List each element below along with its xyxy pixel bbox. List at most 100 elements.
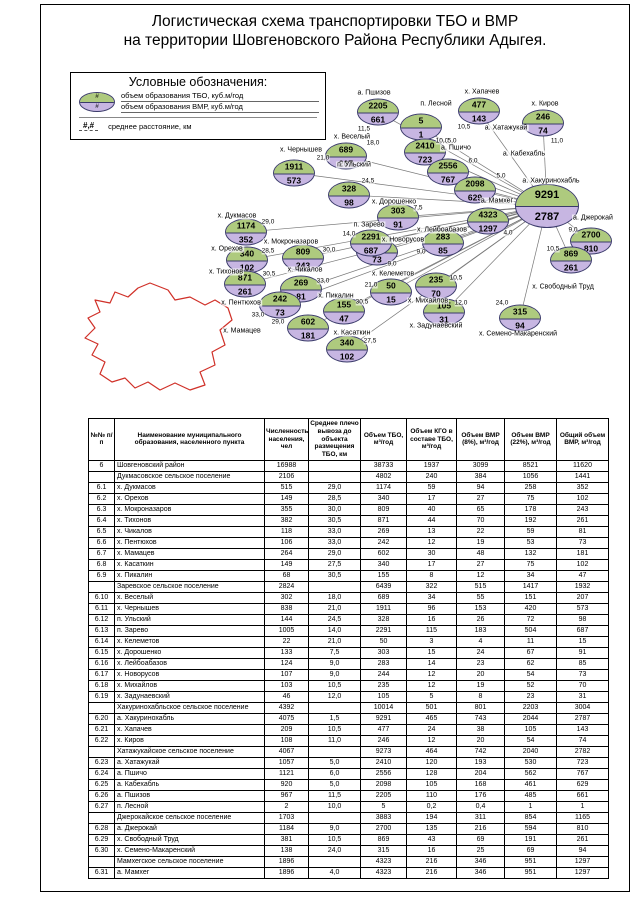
cell-vmr_total: 352 (556, 481, 609, 494)
tbo-value: 340 (327, 336, 367, 350)
settlement-label: х. Чикалов (286, 266, 324, 274)
cell-vmr22: 151 (504, 591, 557, 604)
cell-pop: 133 (264, 646, 309, 659)
distance-label: 27,5 (363, 337, 377, 345)
cell-dist (308, 459, 361, 472)
tbo-value: 2205 (358, 99, 398, 113)
cell-vmr22: 1417 (504, 580, 557, 593)
cell-kgo: 16 (406, 613, 457, 626)
cell-tbo: 155 (360, 569, 407, 582)
table-row: 6.5 х. Чикалов 118 33,0 269 13 22 59 81 (88, 525, 609, 538)
table-body: 6 Шовгеновский район 16988 38733 1937 3099 852… (88, 459, 609, 879)
cell-pop: 2106 (264, 470, 309, 483)
cell-vmr8: 193 (456, 756, 505, 769)
cell-vmr22: 504 (504, 624, 557, 637)
cell-pop: 1005 (264, 624, 309, 637)
settlement-label: х. Киров (530, 100, 560, 108)
cell-vmr22: 2203 (504, 701, 557, 714)
distance-label: 10,5 (546, 245, 560, 253)
cell-vmr22: 2040 (504, 745, 557, 758)
table-row: 6.7 х. Мамацев 264 29,0 602 30 48 132 181 (88, 547, 609, 560)
title-line-1: Логистическая схема транспортировки ТБО … (151, 13, 519, 30)
cell-pop: 1121 (264, 767, 309, 780)
settlement-label: х. Хапачев (463, 88, 501, 96)
tbo-value: 269 (281, 276, 321, 290)
vmr-value: 181 (300, 330, 316, 340)
cell-kgo: 135 (406, 822, 457, 835)
cell-num: 6.14 (88, 635, 115, 648)
distance-label: 14,0 (342, 230, 356, 238)
cell-tbo: 3883 (360, 811, 407, 824)
cell-name: х. Чернышев (114, 602, 265, 615)
cell-name: х. Чикалов (114, 525, 265, 538)
cell-name: Хатажукайское сельское поселение (114, 745, 265, 758)
cell-vmr22: 1 (504, 800, 557, 813)
cell-vmr8: 3099 (456, 459, 505, 472)
cell-name: х. Келеметов (114, 635, 265, 648)
settlement-label: х. Пентюхов (220, 299, 262, 307)
settlement-label: п. Лесной (419, 100, 453, 108)
cell-vmr22: 258 (504, 481, 557, 494)
cell-tbo: 9273 (360, 745, 407, 758)
vmr-value: 261 (237, 286, 253, 296)
cell-pop: 264 (264, 547, 309, 560)
table-row: 6.15 х. Дорошенко 133 7,5 303 15 24 67 91 (88, 646, 609, 659)
settlement-node: 602 181 (287, 314, 329, 342)
settlement-label: х. Касаткин (332, 329, 372, 337)
tbo-value: 2700 (571, 228, 611, 242)
cell-kgo: 105 (406, 778, 457, 791)
cell-vmr22: 530 (504, 756, 557, 769)
cell-vmr8: 8 (456, 690, 505, 703)
cell-name: а. Мамхег (114, 866, 265, 879)
cell-vmr_total: 11620 (556, 459, 609, 472)
cell-dist: 29,0 (308, 547, 361, 560)
settlement-label: х. Мамацев (222, 327, 262, 335)
cell-dist: 11,0 (308, 734, 361, 747)
cell-vmr_total: 91 (556, 646, 609, 659)
cell-dist: 27,5 (308, 558, 361, 571)
table-row: 6.6 х. Пентюхов 106 33,0 242 12 19 53 73 (88, 536, 609, 549)
cell-num: 6.4 (88, 514, 115, 527)
legend-distance-label: среднее расстояние, км (108, 121, 192, 131)
cell-name: а. Джерокай (114, 822, 265, 835)
cell-num: 6.3 (88, 503, 115, 516)
legend-title: Условные обозначения: (128, 75, 268, 89)
settlement-label: х. Задунаевский (408, 322, 464, 330)
column-header: Объем КГО в составе ТБО, м³/год (406, 418, 457, 461)
vmr-value: 73 (372, 254, 382, 264)
cell-name: х. Тихонов (114, 514, 265, 527)
cell-pop: 108 (264, 734, 309, 747)
cell-vmr22: 54 (504, 734, 557, 747)
legend-tbo-label: объем образования ТБО, куб.м/год (121, 91, 319, 102)
settlement-label: х. Дорошенко (370, 198, 418, 206)
cell-vmr22: 854 (504, 811, 557, 824)
cell-vmr22: 11 (504, 635, 557, 648)
tbo-value: 315 (500, 305, 540, 319)
page-title: Логистическая схема транспортировки ТБО … (40, 12, 630, 51)
cell-tbo: 246 (360, 734, 407, 747)
summary-table: №№ п/п Наименование муниципального образо… (88, 418, 609, 879)
cell-num: 6.26 (88, 789, 115, 802)
cell-vmr22: 105 (504, 723, 557, 736)
cell-vmr_total: 629 (556, 778, 609, 791)
cell-dist: 5,0 (308, 756, 361, 769)
vmr-value: 102 (339, 351, 355, 361)
cell-name: п. Зарево (114, 624, 265, 637)
cell-pop: 355 (264, 503, 309, 516)
cell-tbo: 809 (360, 503, 407, 516)
cell-name: х. Лейбоабазов (114, 657, 265, 670)
tbo-value: 235 (416, 273, 456, 287)
cell-kgo: 17 (406, 492, 457, 505)
cell-vmr8: 183 (456, 624, 505, 637)
cell-vmr_total: 2787 (556, 712, 609, 725)
vmr-value: 70 (431, 288, 441, 298)
cell-name: х. Пикалин (114, 569, 265, 582)
cell-tbo: 315 (360, 844, 407, 857)
cell-kgo: 17 (406, 558, 457, 571)
cell-dist: 21,0 (308, 635, 361, 648)
vmr-value: 91 (393, 219, 403, 229)
cell-name: х. Свободный Труд (114, 833, 265, 846)
cell-tbo: 1174 (360, 481, 407, 494)
cell-pop: 124 (264, 657, 309, 670)
cell-vmr_total: 1165 (556, 811, 609, 824)
